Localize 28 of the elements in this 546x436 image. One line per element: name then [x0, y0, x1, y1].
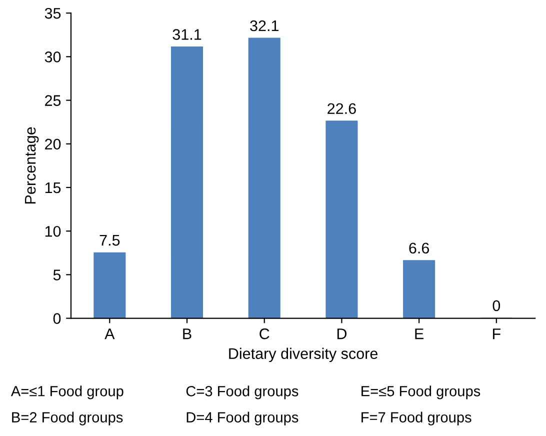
x-tick-label: D [337, 328, 346, 340]
y-tick-label: 5 [53, 270, 61, 280]
x-axis-title: Dietary diversity score [229, 348, 378, 362]
x-tick-label: B [183, 328, 192, 340]
data-label: 32.1 [250, 20, 278, 32]
y-tick-label: 20 [45, 138, 61, 150]
x-tick-label: F [492, 328, 500, 340]
data-label: 22.6 [328, 103, 356, 114]
y-tick-label: 25 [45, 95, 61, 106]
y-tick-label: 0 [53, 313, 61, 324]
text: C=3 Food groups [186, 386, 298, 400]
text: D=4 Food groups [186, 412, 298, 426]
text: E=≤5 Food groups [362, 386, 480, 400]
data-label: 0 [492, 300, 500, 312]
x-tick-label: A [104, 328, 115, 340]
y-axis-title: Percentage [25, 127, 39, 204]
y-tick-label: 10 [45, 226, 61, 237]
y-tick-label: 15 [45, 182, 61, 194]
text: A=≤1 Food group [10, 386, 124, 400]
data-label: 7.5 [100, 235, 120, 246]
text: B=2 Food groups [12, 412, 123, 426]
data-label: 31.1 [172, 29, 202, 40]
data-label: 6.6 [409, 242, 430, 254]
text: F=7 Food groups [362, 412, 472, 426]
y-tick-label: 30 [44, 52, 61, 62]
x-tick-label: E [415, 328, 424, 340]
y-tick-label: 35 [44, 8, 61, 19]
x-tick-label: C [260, 328, 270, 340]
